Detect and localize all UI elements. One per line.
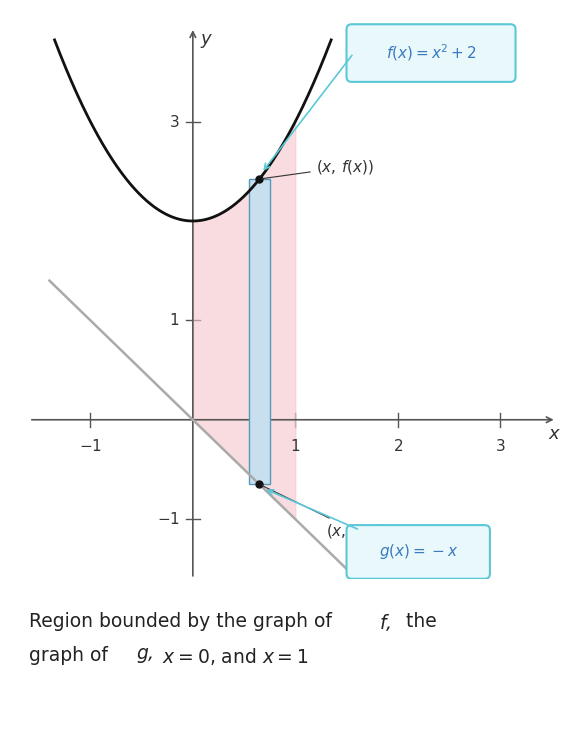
Text: $f(x) = x^2 + 2$: $f(x) = x^2 + 2$ bbox=[386, 43, 477, 63]
Text: $2$: $2$ bbox=[393, 438, 403, 453]
Polygon shape bbox=[249, 179, 270, 485]
Text: $y$: $y$ bbox=[200, 32, 213, 50]
Text: $(x,\,g(x))$: $(x,\,g(x))$ bbox=[262, 485, 389, 541]
Text: $3$: $3$ bbox=[169, 114, 179, 130]
Text: $f$,: $f$, bbox=[379, 612, 391, 633]
Text: $1$: $1$ bbox=[169, 312, 179, 329]
FancyBboxPatch shape bbox=[346, 24, 515, 82]
Text: $x = 0$, and $x = 1$: $x = 0$, and $x = 1$ bbox=[157, 646, 309, 666]
Text: the: the bbox=[400, 612, 436, 631]
Text: $3$: $3$ bbox=[495, 438, 505, 453]
Text: $g(x) = -x$: $g(x) = -x$ bbox=[379, 542, 458, 562]
Text: graph of: graph of bbox=[29, 646, 114, 665]
Text: $(x,\,f(x))$: $(x,\,f(x))$ bbox=[262, 158, 374, 179]
Text: $g$,: $g$, bbox=[136, 646, 153, 665]
Text: $-1$: $-1$ bbox=[156, 511, 179, 527]
Text: Region bounded by the graph of: Region bounded by the graph of bbox=[29, 612, 338, 631]
FancyBboxPatch shape bbox=[346, 525, 490, 579]
Text: $1$: $1$ bbox=[290, 438, 301, 453]
Text: $-1$: $-1$ bbox=[79, 438, 102, 453]
Text: $x$: $x$ bbox=[548, 424, 562, 443]
